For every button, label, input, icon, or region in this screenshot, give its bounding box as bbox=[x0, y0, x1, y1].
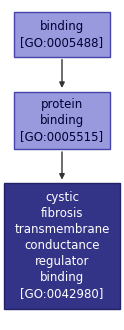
FancyBboxPatch shape bbox=[14, 12, 110, 57]
Text: cystic
fibrosis
transmembrane
conductance
regulator
binding
[GO:0042980]: cystic fibrosis transmembrane conductanc… bbox=[14, 191, 110, 300]
Text: binding
[GO:0005488]: binding [GO:0005488] bbox=[20, 20, 104, 49]
Text: protein
binding
[GO:0005515]: protein binding [GO:0005515] bbox=[20, 98, 104, 143]
FancyBboxPatch shape bbox=[14, 92, 110, 149]
FancyBboxPatch shape bbox=[4, 183, 120, 309]
